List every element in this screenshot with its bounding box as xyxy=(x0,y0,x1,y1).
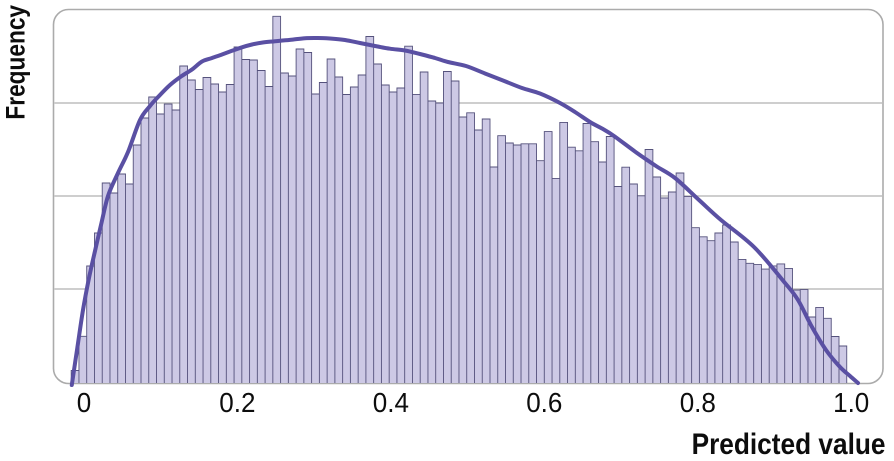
svg-text:0.6: 0.6 xyxy=(526,387,562,418)
svg-text:Frequency: Frequency xyxy=(1,5,31,120)
svg-text:0.8: 0.8 xyxy=(680,387,716,418)
svg-text:0: 0 xyxy=(77,387,91,418)
svg-text:0.2: 0.2 xyxy=(219,387,255,418)
svg-text:Predicted value: Predicted value xyxy=(692,426,886,460)
svg-text:0.4: 0.4 xyxy=(373,387,409,418)
svg-text:1.0: 1.0 xyxy=(833,387,869,418)
